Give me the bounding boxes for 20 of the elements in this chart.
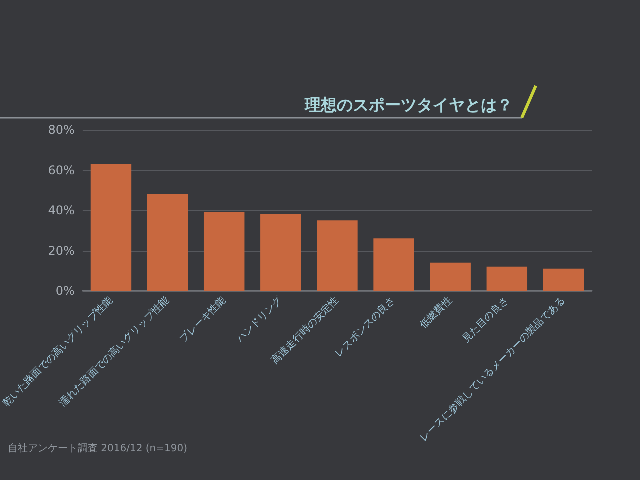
chart-title: 理想のスポーツタイヤとは？	[304, 96, 513, 114]
text: 自社アンケート調査 2016/12 (n=190)	[8, 442, 188, 454]
bar	[543, 268, 584, 291]
bar	[430, 262, 471, 291]
x-tick-label: ハンドリング	[234, 294, 286, 346]
x-tick-label: 見た目の良さ	[460, 294, 512, 346]
bar	[260, 214, 302, 291]
y-tick-label: 20%	[48, 244, 75, 258]
x-tick-label: 低燃費性	[418, 294, 454, 332]
y-tick-label: 40%	[48, 204, 75, 218]
bar	[204, 212, 245, 291]
bar	[90, 164, 132, 291]
bar	[374, 238, 414, 291]
bar	[486, 266, 528, 291]
bar	[317, 220, 358, 291]
y-tick-label: 0%	[56, 284, 75, 298]
x-tick-label: ブレーキ性能	[177, 294, 228, 346]
bar	[147, 194, 188, 291]
y-tick-label: 60%	[48, 163, 75, 178]
y-tick-label: 80%	[48, 123, 75, 137]
